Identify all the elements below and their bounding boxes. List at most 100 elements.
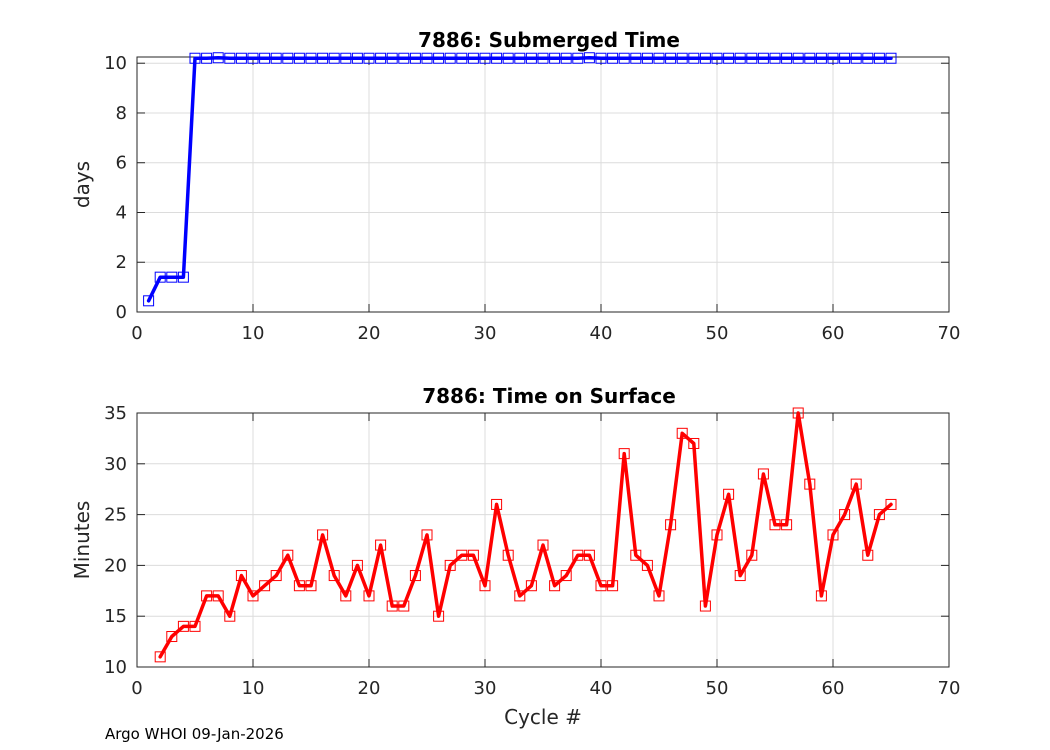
bottom-x-tick-label: 0	[131, 678, 142, 699]
bottom-data-point	[734, 570, 746, 582]
bottom-chart-title: 7886: Time on Surface	[422, 384, 676, 408]
top-data-point	[282, 52, 294, 64]
bottom-series-line	[158, 411, 893, 659]
bottom-data-point	[154, 651, 166, 663]
bottom-x-tick-label: 60	[822, 678, 845, 699]
footer-credit: Argo WHOI 09-Jan-2026	[105, 725, 284, 743]
top-data-point	[792, 52, 804, 64]
top-data-point	[804, 52, 816, 64]
bottom-x-tick-label: 30	[474, 678, 497, 699]
top-y-tick-label: 0	[116, 302, 127, 323]
top-data-point	[607, 52, 619, 64]
bottom-data-point	[827, 529, 839, 541]
bottom-data-point	[839, 509, 851, 521]
top-data-point	[212, 52, 224, 64]
top-data-point	[583, 52, 595, 64]
top-data-point	[572, 52, 584, 64]
bottom-y-tick-label: 30	[104, 454, 127, 475]
top-data-point	[189, 52, 201, 64]
bottom-data-point	[212, 590, 224, 602]
top-y-tick-label: 2	[116, 252, 127, 273]
bottom-data-point	[375, 539, 387, 551]
top-data-point	[363, 52, 375, 64]
bottom-data-point	[305, 580, 317, 592]
top-data-point	[873, 52, 885, 64]
top-data-point	[653, 52, 665, 64]
top-data-point	[421, 52, 433, 64]
top-data-point	[270, 52, 282, 64]
top-data-point	[549, 52, 561, 64]
bottom-data-point	[189, 620, 201, 632]
bottom-data-point	[270, 570, 282, 582]
top-data-point	[479, 52, 491, 64]
bottom-x-tick-label: 20	[358, 678, 381, 699]
bottom-data-point	[525, 580, 537, 592]
top-data-point	[746, 52, 758, 64]
top-data-point	[618, 52, 630, 64]
bottom-data-point	[688, 437, 700, 449]
bottom-data-point	[259, 580, 271, 592]
top-x-tick-label: 30	[474, 323, 497, 344]
bottom-data-point	[653, 590, 665, 602]
top-plot-area	[137, 57, 949, 312]
bottom-data-point	[630, 549, 642, 561]
bottom-data-point	[618, 448, 630, 460]
bottom-y-axis-label: Minutes	[70, 501, 94, 580]
top-data-point	[456, 52, 468, 64]
bottom-data-point	[363, 590, 375, 602]
bottom-data-point	[641, 559, 653, 571]
bottom-data-point	[711, 529, 723, 541]
bottom-data-point	[862, 549, 874, 561]
top-y-tick-label: 10	[104, 53, 127, 74]
bottom-data-point	[444, 559, 456, 571]
bottom-data-point	[757, 468, 769, 480]
bottom-data-point	[746, 549, 758, 561]
top-data-point	[711, 52, 723, 64]
top-data-point	[491, 52, 503, 64]
top-data-point	[398, 52, 410, 64]
bottom-data-point	[804, 478, 816, 490]
top-data-point	[862, 52, 874, 64]
bottom-data-point	[328, 570, 340, 582]
top-data-point	[293, 52, 305, 64]
top-data-point	[143, 295, 155, 307]
top-data-point	[433, 52, 445, 64]
bottom-data-point	[282, 549, 294, 561]
top-data-point	[235, 52, 247, 64]
top-data-point	[641, 52, 653, 64]
top-data-point	[317, 52, 329, 64]
bottom-data-point	[409, 570, 421, 582]
bottom-x-tick-label: 40	[590, 678, 613, 699]
top-y-tick-label: 8	[116, 103, 127, 124]
top-data-point	[560, 52, 572, 64]
top-data-point	[340, 52, 352, 64]
bottom-data-point	[699, 600, 711, 612]
top-x-tick-label: 10	[242, 323, 265, 344]
bottom-data-point	[317, 529, 329, 541]
top-data-point	[769, 52, 781, 64]
bottom-data-point	[340, 590, 352, 602]
top-data-point	[815, 52, 827, 64]
top-x-tick-label: 60	[822, 323, 845, 344]
top-x-tick-label: 0	[131, 323, 142, 344]
bottom-x-tick-label: 10	[242, 678, 265, 699]
top-data-point	[247, 52, 259, 64]
top-data-point	[375, 52, 387, 64]
bottom-data-point	[456, 549, 468, 561]
bottom-data-point	[815, 590, 827, 602]
bottom-y-tick-label: 15	[104, 606, 127, 627]
bottom-data-point	[676, 427, 688, 439]
top-data-point	[676, 52, 688, 64]
submerged-time-plot: 0 10 20 30 40 50 60 70 0 2 4 6 8 10 7886: Submerged Ti…	[70, 28, 960, 344]
bottom-x-tick-label: 70	[938, 678, 961, 699]
top-data-point	[259, 52, 271, 64]
bottom-data-point	[235, 570, 247, 582]
bottom-data-point	[549, 580, 561, 592]
bottom-data-point	[491, 498, 503, 510]
top-data-point	[757, 52, 769, 64]
top-data-point	[734, 52, 746, 64]
top-data-point	[502, 52, 514, 64]
top-data-point	[839, 52, 851, 64]
